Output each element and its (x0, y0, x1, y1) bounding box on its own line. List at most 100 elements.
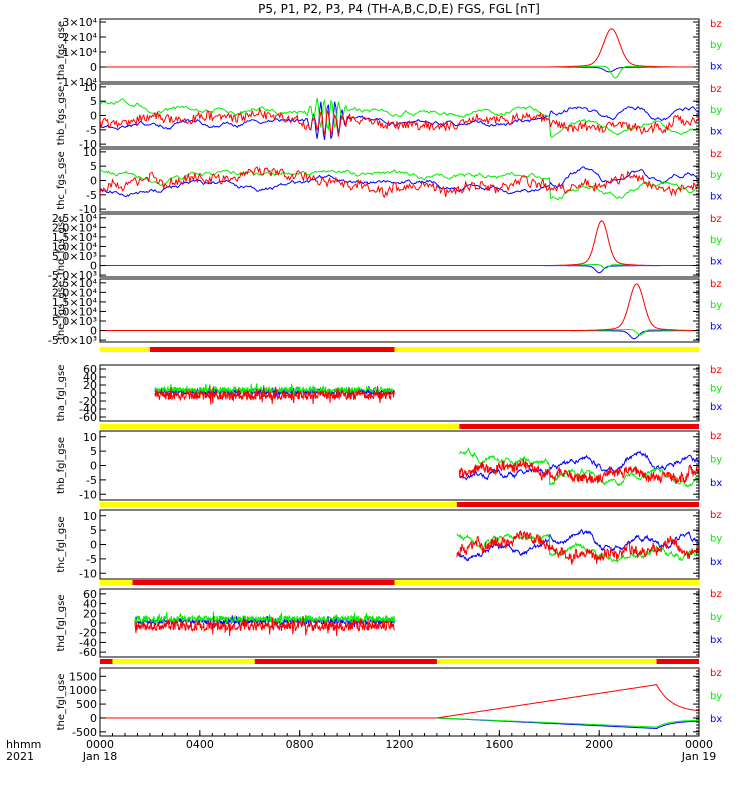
legend-label-by: by (710, 691, 722, 702)
mode-bar-segment (100, 659, 113, 664)
panel-frame (99, 588, 700, 658)
legend-label-bz: bz (710, 589, 722, 600)
panel-thb_fgs: -10-50 510 thb_fgs_gse bz by bx (56, 81, 722, 151)
y-tick-label: 0 (90, 110, 97, 123)
y-tick-label: 0 (90, 325, 97, 338)
legend-label-bx: bx (710, 191, 722, 202)
y-tick-label: 40 (83, 371, 97, 384)
y-tick-label: -40 (79, 403, 97, 416)
y-tick-label: 3×10⁴ (62, 16, 97, 29)
y-axis-label: thc_fgs_gse (56, 151, 67, 210)
mode-bar-segment (100, 424, 460, 429)
y-tick-label: 60 (83, 588, 97, 601)
panel-series (100, 28, 699, 79)
panel-thc_fgs: -10-50 510 thc_fgs_gse bz by bx (56, 146, 722, 216)
mode-bar-segment (394, 347, 699, 352)
y-tick-label: 1.0×10⁴ (52, 240, 98, 253)
mode-bar-segment (656, 659, 699, 664)
y-tick-label: 0 (90, 61, 97, 74)
y-tick-label: 1.5×10⁴ (52, 231, 98, 244)
y-axis-label: the_fgs_gse (56, 281, 67, 340)
y-tick-label: 2.5×10⁴ (52, 212, 98, 225)
y-tick-label: 5 (90, 524, 97, 537)
panel-series (100, 283, 699, 340)
y-tick-label: -5 (86, 124, 97, 137)
legend-label-by: by (710, 235, 722, 246)
series-by (100, 97, 699, 138)
y-tick-label: 0 (90, 260, 97, 273)
series-bz (458, 458, 699, 485)
legend-label-by: by (710, 300, 722, 311)
legend-label-bx: bx (710, 126, 722, 137)
y-tick-label: -10 (79, 203, 97, 216)
mode-bar-segment (112, 659, 255, 664)
series-bx (456, 528, 699, 562)
series-bx (100, 717, 699, 730)
panel-frame (99, 83, 700, 148)
y-tick-label: -1×10⁴ (58, 76, 97, 89)
y-tick-label: 10 (83, 81, 97, 94)
panel-frame (99, 509, 700, 580)
y-axis-label: thd_fgs_gse (56, 216, 67, 275)
series-by (134, 611, 395, 626)
legend-label-bx: bx (710, 402, 722, 413)
mode-bar-segment (456, 502, 699, 507)
panel-series (458, 447, 699, 488)
y-tick-label: -5 (86, 553, 97, 566)
y-tick-label: 10 (83, 431, 97, 444)
y-tick-label: -5.0×10³ (48, 269, 97, 282)
series-bx (458, 450, 699, 481)
x-tick-label: 0000 (685, 738, 713, 751)
y-tick-label: 1000 (69, 684, 97, 697)
y-axis-label: tha_fgl_gse (56, 365, 67, 422)
legend-label-by: by (710, 40, 722, 51)
y-tick-label: 5 (90, 160, 97, 173)
legend-label-bx: bx (710, 714, 722, 725)
y-tick-label: 2.0×10⁴ (52, 221, 98, 234)
y-axis-label: thb_fgl_gse (56, 437, 67, 494)
legend-label-bz: bz (710, 214, 722, 225)
legend-label-bx: bx (710, 635, 722, 646)
y-tick-label: 5 (90, 445, 97, 458)
y-tick-label: 10 (83, 146, 97, 159)
panel-series (134, 611, 395, 637)
panel-series (100, 166, 699, 201)
y-tick-label: -10 (79, 567, 97, 580)
panel-series (154, 383, 395, 405)
legend-label-bx: bx (710, 61, 722, 72)
y-tick-label: 60 (83, 363, 97, 376)
legend-label-bx: bx (710, 557, 722, 568)
y-tick-label: 0 (90, 539, 97, 552)
y-tick-label: -40 (79, 636, 97, 649)
series-bz (100, 684, 699, 719)
y-tick-label: -5.0×10³ (48, 334, 97, 347)
series-bz (100, 283, 699, 331)
x-tick-label: 1600 (485, 738, 513, 751)
legend-label-by: by (710, 454, 722, 465)
y-tick-label: 20 (83, 379, 97, 392)
y-tick-label: 0 (90, 712, 97, 725)
y-tick-label: -500 (72, 726, 97, 739)
y-tick-label: 0 (90, 617, 97, 630)
series-by (154, 383, 395, 396)
y-tick-label: 20 (83, 607, 97, 620)
chart-title: P5, P1, P2, P3, P4 (TH-A,B,C,D,E) FGS, F… (258, 2, 540, 16)
x-corner-label-year: 2021 (6, 750, 34, 763)
y-tick-label: 1.5×10⁴ (52, 296, 98, 309)
series-bx (100, 330, 699, 340)
y-tick-label: 0 (90, 460, 97, 473)
y-tick-label: -60 (79, 411, 97, 424)
y-tick-label: 10 (83, 510, 97, 523)
x-corner-label-hhmm: hhmm (6, 738, 41, 751)
y-tick-label: -20 (79, 627, 97, 640)
legend-label-bz: bz (710, 365, 722, 376)
y-tick-label: -10 (79, 138, 97, 151)
y-tick-label: 2.0×10⁴ (52, 286, 98, 299)
series-bz (456, 530, 699, 566)
panel-frame (99, 18, 700, 83)
series-bz (100, 166, 699, 198)
legend-label-bz: bz (710, 668, 722, 679)
series-bx (100, 166, 699, 198)
